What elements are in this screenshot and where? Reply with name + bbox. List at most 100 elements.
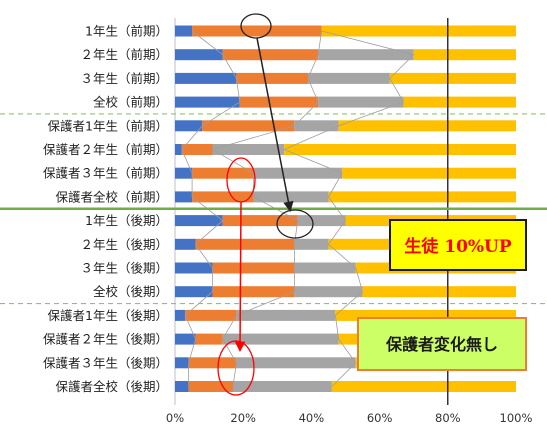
highlight-ellipse-student-after xyxy=(276,209,314,239)
bar-segment xyxy=(175,49,223,61)
category-label: 保護者２年生（後期） xyxy=(43,332,168,347)
student-callout-box xyxy=(389,219,527,271)
bar-segment xyxy=(175,309,186,321)
bar-segment xyxy=(413,49,516,61)
x-tick-label: 100% xyxy=(500,411,533,425)
bar-segment xyxy=(175,191,193,203)
category-label: 保護者1年生（前期） xyxy=(48,118,168,133)
bar-segment xyxy=(192,25,322,37)
bar-segment xyxy=(175,120,203,132)
bar-segment xyxy=(188,381,233,392)
x-tick-label: 0% xyxy=(166,411,184,425)
bar-segment xyxy=(202,120,295,132)
bar-row xyxy=(175,96,516,108)
bar-segment xyxy=(181,144,213,155)
bar-row xyxy=(175,167,516,179)
bar-row xyxy=(175,72,516,84)
bar-segment xyxy=(331,381,516,392)
bar-segment xyxy=(338,120,516,132)
bar-segment xyxy=(175,286,213,298)
bar-segment xyxy=(175,333,196,345)
bar-segment xyxy=(232,381,332,392)
bar-segment xyxy=(284,144,516,155)
bar-row xyxy=(175,286,516,298)
bar-row xyxy=(175,144,516,155)
bar-segment xyxy=(318,96,404,108)
category-label: ３年生（後期） xyxy=(80,261,168,276)
bar-segment xyxy=(192,191,254,203)
bar-segment xyxy=(195,238,295,250)
category-label: 1年生（後期） xyxy=(85,213,168,228)
arrow-student xyxy=(256,37,294,213)
bar-segment xyxy=(175,96,240,108)
category-label: 保護者２年生（前期） xyxy=(43,142,168,157)
student-callout-label: 生徒 10%UP xyxy=(404,236,512,257)
bar-segment xyxy=(175,262,213,274)
bar-segment xyxy=(321,25,516,37)
bar-segment xyxy=(294,262,356,274)
category-label: 1年生（前期） xyxy=(85,24,168,39)
bar-segment xyxy=(195,333,223,345)
category-label: 保護者1年生（後期） xyxy=(48,308,168,323)
bar-row xyxy=(175,191,516,203)
bar-segment xyxy=(212,144,285,155)
bar-row xyxy=(175,49,516,61)
bar-segment xyxy=(403,96,516,108)
x-tick-label: 20% xyxy=(230,411,256,425)
bar-segment xyxy=(175,357,189,369)
highlight-ellipse-student-before xyxy=(240,13,272,39)
bar-row xyxy=(175,120,516,132)
highlight-ellipse-parent-after xyxy=(217,340,255,396)
bar-segment xyxy=(212,286,295,298)
category-label: ２年生（前期） xyxy=(80,47,168,62)
bar-segment xyxy=(175,238,196,250)
bar-segment xyxy=(236,357,356,369)
bar-segment xyxy=(188,357,237,369)
bar-segment xyxy=(335,309,516,321)
x-tick-label: 80% xyxy=(435,411,461,425)
x-tick-label: 60% xyxy=(367,411,393,425)
bar-segment xyxy=(307,72,390,84)
bar-segment xyxy=(389,72,516,84)
category-label: 保護者全校（前期） xyxy=(55,189,168,204)
bar-segment xyxy=(192,167,254,179)
bar-segment xyxy=(253,167,343,179)
category-label: 保護者全校（後期） xyxy=(55,379,168,394)
bar-row xyxy=(175,381,516,392)
bar-segment xyxy=(236,72,308,84)
category-label: 保護者３年生（前期） xyxy=(43,166,168,181)
bar-segment xyxy=(342,167,516,179)
bar-segment xyxy=(253,191,329,203)
bar-segment xyxy=(297,215,346,227)
category-label: 保護者３年生（後期） xyxy=(43,355,168,370)
bar-segment xyxy=(175,25,193,37)
bar-segment xyxy=(175,381,189,392)
x-tick-label: 40% xyxy=(299,411,325,425)
bar-segment xyxy=(222,215,298,227)
bar-segment xyxy=(222,333,339,345)
bar-segment xyxy=(212,262,295,274)
bar-segment xyxy=(175,72,237,84)
bar-segment xyxy=(328,191,516,203)
bar-segment xyxy=(294,120,339,132)
arrow-parent xyxy=(234,201,246,353)
bar-segment xyxy=(294,286,363,298)
bar-segment xyxy=(175,215,223,227)
bar-segment xyxy=(239,96,319,108)
bar-row xyxy=(175,309,516,321)
category-label: 全校（後期） xyxy=(93,284,168,299)
bar-segment xyxy=(318,49,414,61)
bar-row xyxy=(175,25,516,37)
bar-segment xyxy=(175,167,193,179)
category-label: ２年生（後期） xyxy=(80,237,168,252)
parent-callout-box xyxy=(357,317,527,371)
bar-segment xyxy=(222,49,319,61)
category-label: 全校（前期） xyxy=(93,95,168,110)
bar-segment xyxy=(294,238,329,250)
parent-callout-label: 保護者変化無し xyxy=(385,335,498,354)
bar-segment xyxy=(175,144,182,155)
bar-segment xyxy=(236,309,336,321)
bar-segment xyxy=(185,309,237,321)
